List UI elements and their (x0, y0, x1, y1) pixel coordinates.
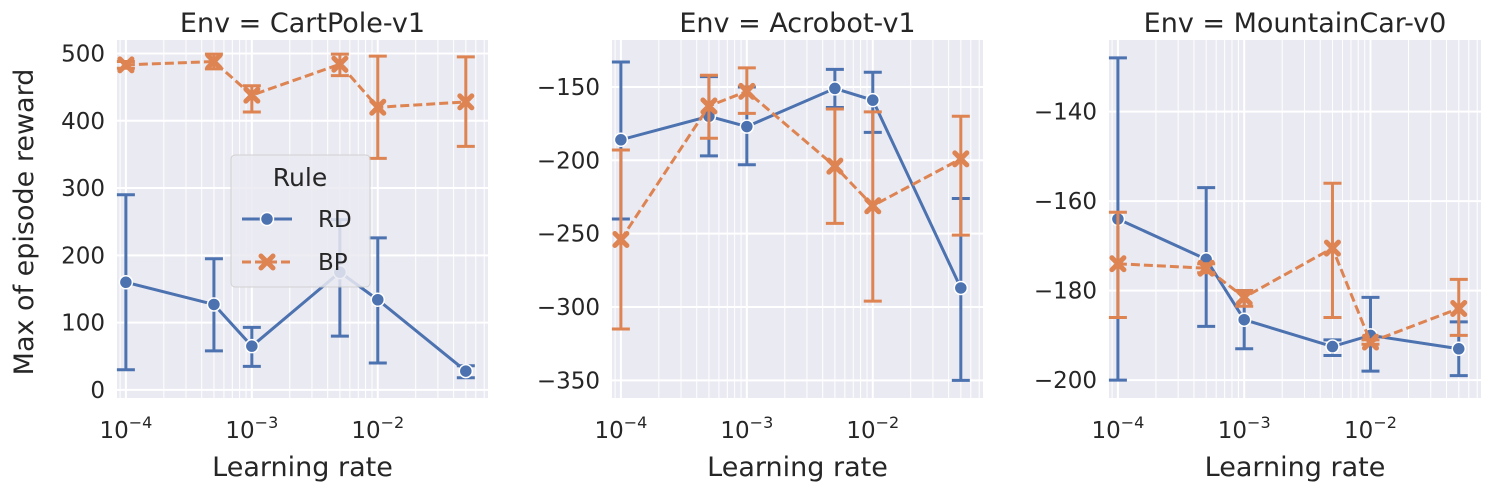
y-tick-label: 500 (61, 41, 105, 67)
data-point (1235, 288, 1253, 306)
legend-box (230, 154, 371, 288)
data-point (205, 53, 223, 71)
data-point (613, 132, 629, 148)
x-tick-label: 10−4 (1091, 413, 1144, 444)
panel-title: Env = MountainCar-v0 (1144, 8, 1447, 39)
data-point (1451, 341, 1467, 357)
series-bp (116, 52, 475, 160)
x-tick-label: 10−2 (1344, 413, 1397, 444)
series-line (125, 60, 466, 109)
series-line (125, 270, 467, 373)
data-point (952, 150, 970, 168)
data-point (1361, 333, 1379, 351)
data-point (827, 81, 843, 96)
panel-title: Env = Acrobot-v1 (679, 8, 915, 39)
y-tick-label: −180 (1034, 279, 1097, 305)
plot-area (1109, 40, 1481, 398)
panel-title: Env = CartPole-v1 (180, 8, 425, 39)
data-point (1109, 255, 1127, 273)
x-tick-label: 10−3 (1218, 413, 1271, 444)
series-bp (1108, 181, 1468, 351)
data-point (1197, 259, 1215, 277)
y-tick-label: −300 (537, 295, 600, 321)
panel-2: 10−4 10−3 10−2 −350 −300 −250 −200 −150 Env = Ac… (537, 8, 983, 483)
legend-marker-rd (259, 211, 275, 227)
data-point (458, 363, 474, 379)
data-point (865, 92, 881, 108)
data-point (612, 231, 630, 249)
legend-title: Rule (273, 163, 327, 192)
data-point (369, 98, 387, 116)
data-point (244, 338, 260, 354)
y-tick-label: −200 (1034, 368, 1097, 394)
series-bp (611, 66, 970, 331)
panel-3: 10−4 10−3 10−2 −200 −180 −160 −140 Env = Mounta… (1034, 8, 1481, 483)
data-point (117, 56, 135, 74)
x-tick-label: 10−3 (225, 413, 278, 444)
y-axis-label: Max of episode reward (9, 69, 40, 376)
y-tick-label: −160 (1034, 189, 1097, 215)
legend-label-rd: RD (318, 207, 352, 233)
data-point (700, 97, 718, 115)
data-point (739, 119, 755, 134)
data-point (118, 275, 134, 290)
x-axis-label: Learning rate (707, 452, 888, 483)
data-point (1323, 239, 1341, 257)
y-tick-label: −140 (1034, 100, 1097, 126)
x-tick-label: 10−4 (594, 413, 647, 444)
y-tick-label: 300 (61, 176, 105, 202)
data-point (370, 292, 386, 308)
data-point (953, 280, 969, 296)
legend-marker-bp (258, 253, 276, 271)
x-tick-label: 10−2 (846, 413, 899, 444)
y-tick-label: −200 (537, 148, 600, 174)
x-axis-label: Learning rate (212, 452, 393, 483)
data-point (331, 55, 349, 73)
plot-area (612, 40, 983, 398)
y-tick-label: −250 (537, 222, 600, 248)
y-tick-label: 400 (61, 109, 105, 135)
y-tick-label: 100 (61, 311, 105, 337)
x-tick-label: 10−3 (720, 413, 773, 444)
data-point (243, 86, 261, 104)
y-tick-label: −350 (537, 368, 600, 394)
legend-label-bp: BP (318, 250, 348, 276)
y-tick-label: 200 (61, 243, 105, 269)
data-point (1450, 300, 1468, 317)
x-tick-label: 10−4 (99, 413, 152, 444)
data-point (1236, 312, 1252, 327)
data-point (206, 297, 222, 312)
series-line (620, 86, 963, 289)
data-point (864, 197, 882, 215)
y-tick-label: 0 (90, 378, 105, 404)
data-point (738, 82, 756, 100)
data-point (826, 157, 844, 175)
legend: Rule RD BP (230, 154, 371, 288)
y-tick-label: −150 (537, 75, 600, 101)
x-tick-label: 10−2 (351, 413, 404, 444)
data-point (457, 93, 475, 111)
x-axis-label: Learning rate (1205, 452, 1386, 483)
series-line (1117, 245, 1460, 344)
data-point (1325, 339, 1340, 354)
series-line (619, 89, 962, 241)
